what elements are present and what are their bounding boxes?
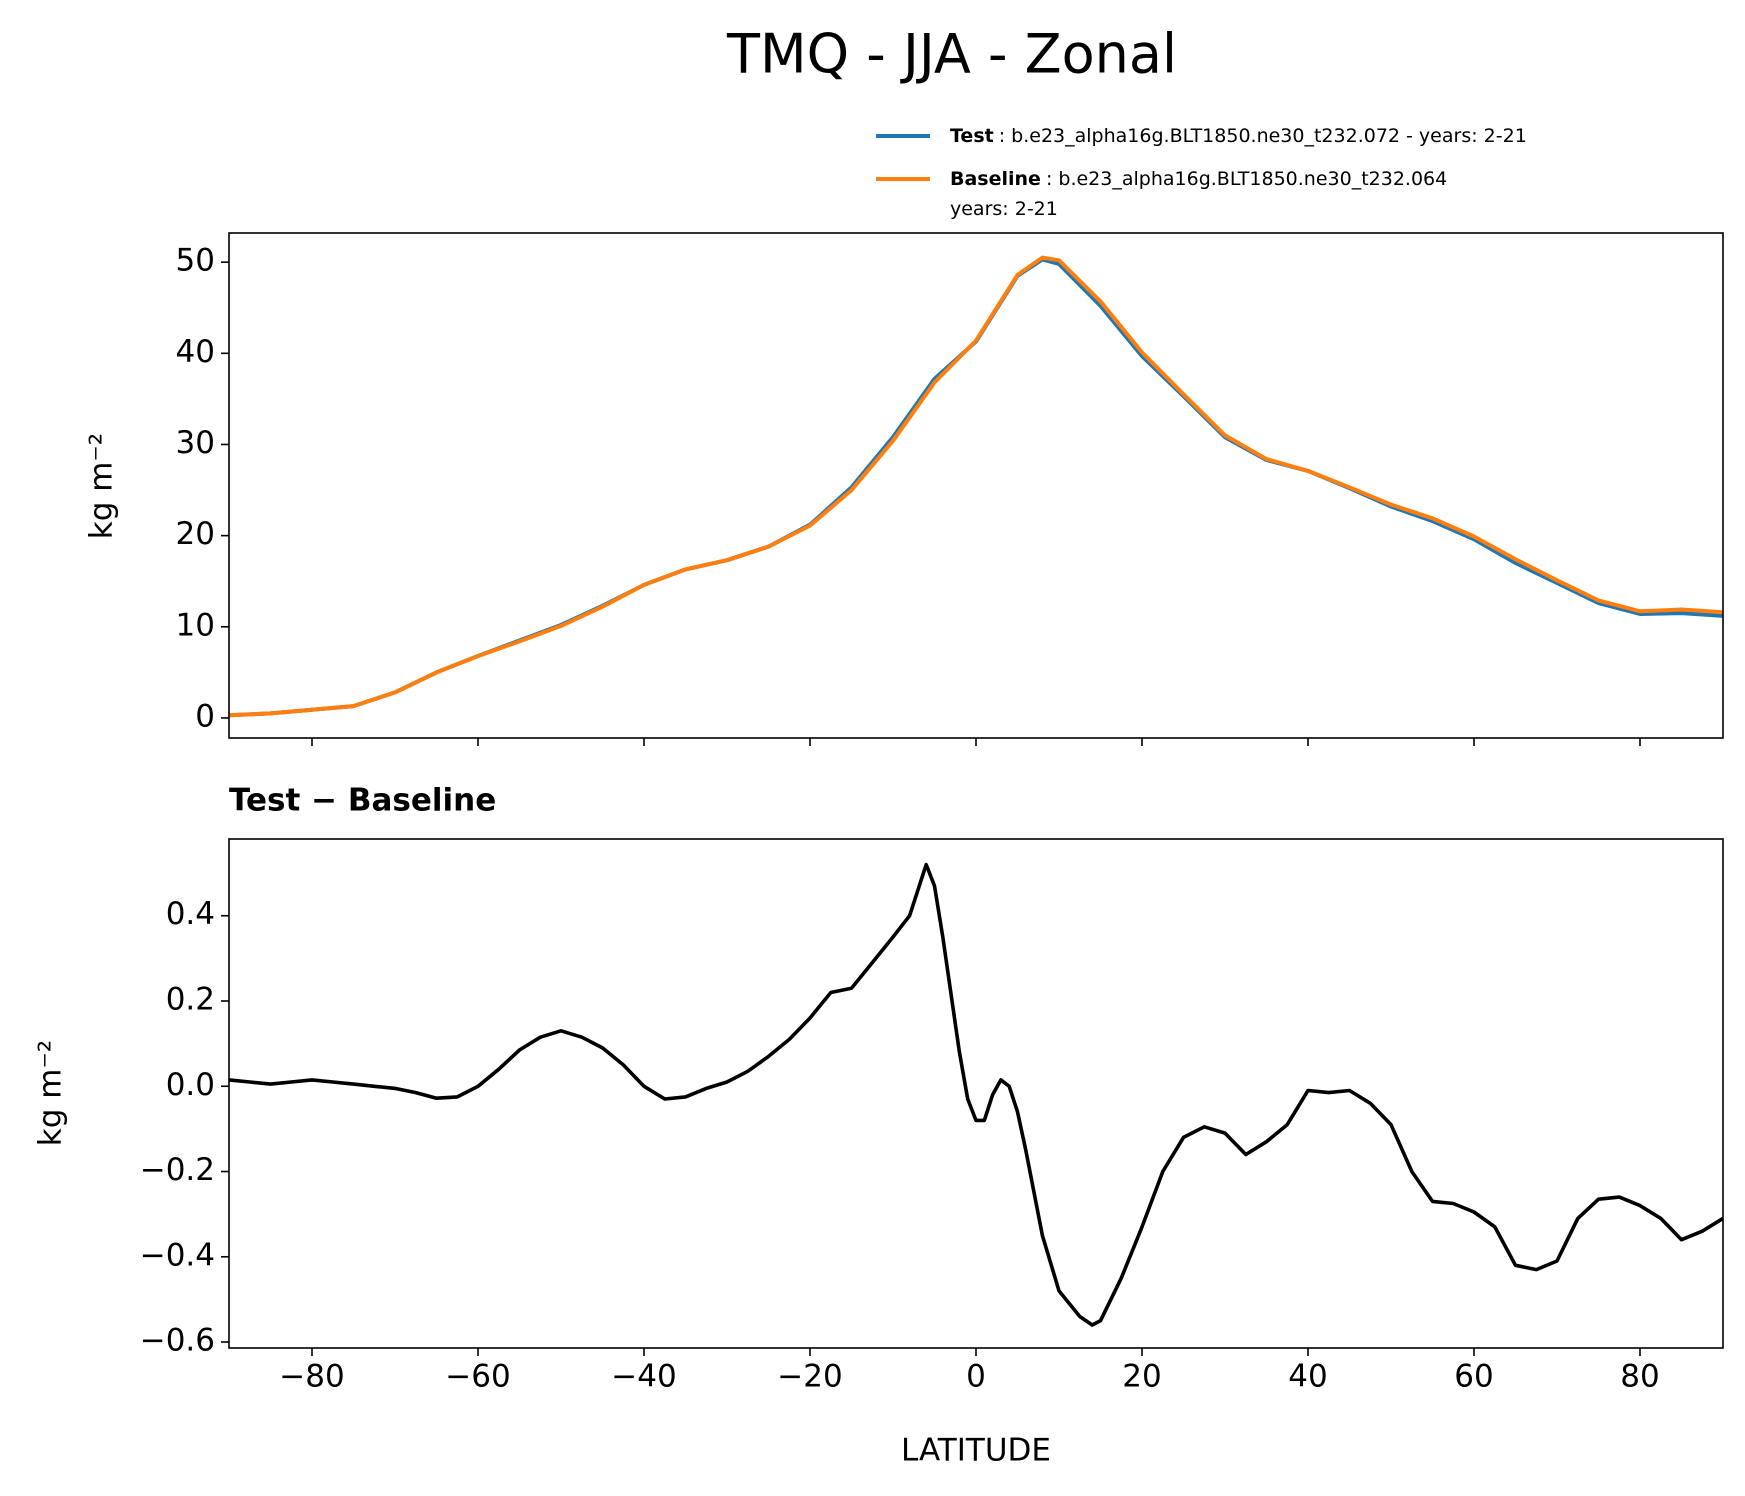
legend-entry: Test: b.e23_alpha16g.BLT1850.ne30_t232.0… — [950, 125, 1527, 147]
y-tick-label: −0.2 — [140, 1152, 215, 1188]
y-tick-label: −0.6 — [140, 1323, 215, 1359]
x-axis-label: LATITUDE — [901, 1433, 1051, 1469]
x-tick-label: 40 — [1288, 1359, 1327, 1395]
y-tick-label: 0 — [195, 698, 215, 734]
y-tick-label: 30 — [176, 425, 215, 461]
x-tick-label: 0 — [966, 1359, 986, 1395]
y-axis-label: kg m⁻² — [33, 1040, 69, 1146]
y-tick-label: 0.0 — [166, 1067, 215, 1103]
y-tick-label: 40 — [176, 334, 215, 370]
x-tick-label: 20 — [1122, 1359, 1161, 1395]
x-tick-label: −40 — [611, 1359, 676, 1395]
subplot-title: Test − Baseline — [229, 783, 496, 819]
x-tick-label: −80 — [279, 1359, 344, 1395]
legend-text: : b.e23_alpha16g.BLT1850.ne30_t232.064 — [1046, 168, 1447, 190]
legend-text: years: 2-21 — [950, 198, 1058, 220]
y-tick-label: −0.4 — [140, 1237, 215, 1273]
legend-name: Baseline — [950, 168, 1041, 190]
y-tick-label: 10 — [176, 607, 215, 643]
data-line — [229, 255, 1723, 718]
figure-title: TMQ - JJA - Zonal — [726, 23, 1177, 86]
x-tick-label: −20 — [777, 1359, 842, 1395]
x-tick-label: 80 — [1620, 1359, 1659, 1395]
y-tick-label: 0.2 — [166, 981, 215, 1017]
x-tick-label: −60 — [445, 1359, 510, 1395]
y-axis-label: kg m⁻² — [84, 433, 120, 539]
legend-text: : b.e23_alpha16g.BLT1850.ne30_t232.072 -… — [999, 125, 1527, 147]
legend-entry: Baseline: b.e23_alpha16g.BLT1850.ne30_t2… — [950, 168, 1447, 220]
y-tick-label: 50 — [176, 243, 215, 279]
legend-name: Test — [950, 125, 994, 147]
x-tick-label: 60 — [1454, 1359, 1493, 1395]
y-tick-label: 0.4 — [166, 896, 215, 932]
data-line — [229, 862, 1723, 1327]
y-tick-label: 20 — [176, 516, 215, 552]
